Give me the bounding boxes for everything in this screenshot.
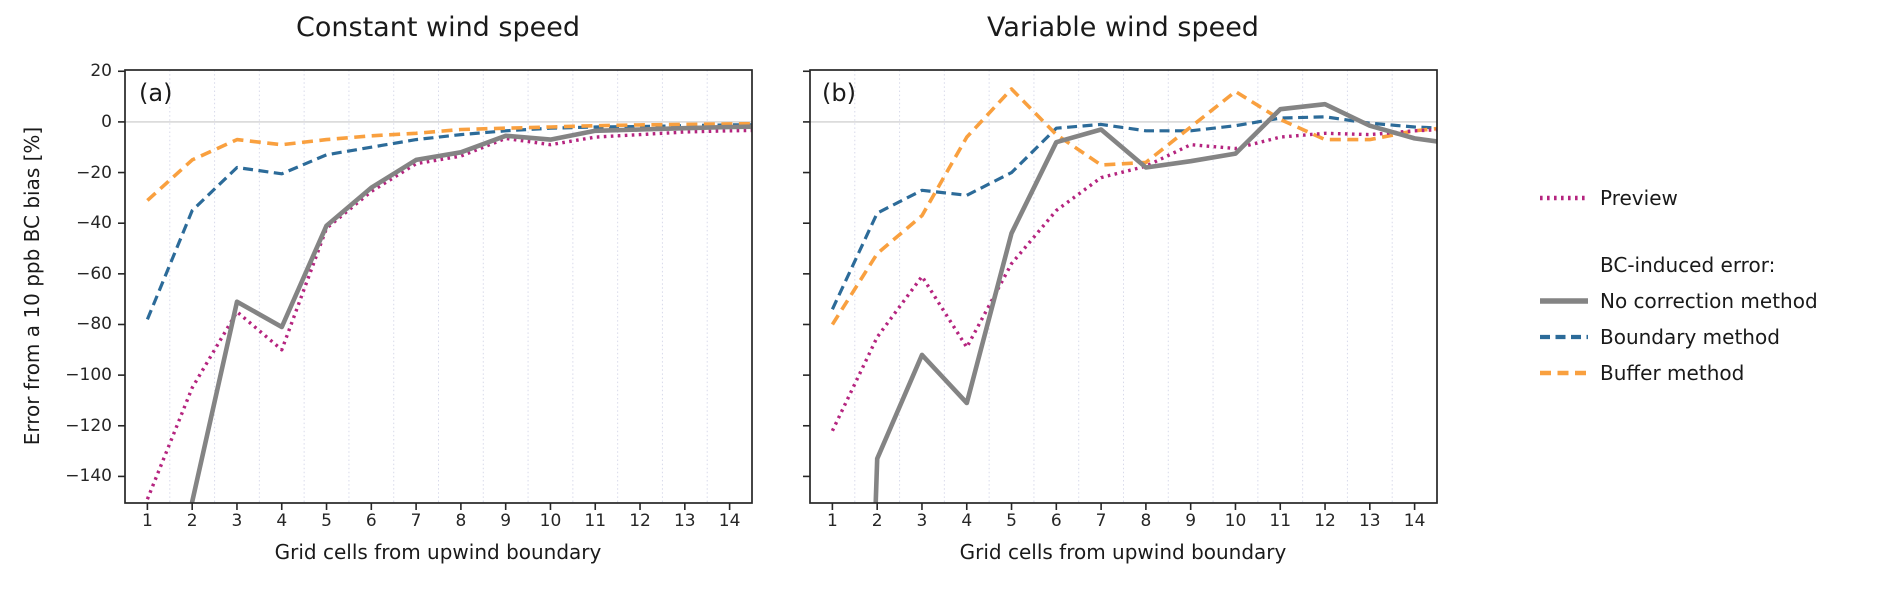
y-tick-label: −80 [76,314,112,335]
x-tick-label: 11 [584,511,607,531]
x-tick-label: 8 [1140,511,1152,531]
legend-item-preview: Preview [1540,184,1678,212]
x-tick-label: 11 [1269,511,1292,531]
legend-item-label: Preview [1600,186,1678,210]
legend-item-no-correction: No correction method [1540,287,1818,315]
y-tick-label: −100 [65,365,112,386]
series-line-boundary-method [830,115,1437,310]
x-tick-label: 8 [455,511,467,531]
x-tick-label: 14 [718,511,741,531]
buffer-line-sample-icon [1540,368,1588,378]
x-tick-label: 13 [1358,511,1381,531]
x-tick-label: 3 [916,511,928,531]
axes-spines [809,69,1438,504]
x-tick-label: 3 [231,511,243,531]
x-tick-label: 12 [629,511,651,531]
y-axis-label: Error from a 10 ppb BC bias [%] [20,126,44,446]
x-tick-label: 10 [1224,511,1247,531]
x-tick-label: 12 [1314,511,1336,531]
x-tick-label: 2 [186,511,198,531]
series-line-boundary-method [145,123,752,321]
x-axis-label-panel-b: Grid cells from upwind boundary [959,540,1287,564]
y-tick-label: −140 [65,466,112,487]
panel-a-tag: (a) [139,79,173,107]
no-correction-line-sample-icon [1540,296,1588,306]
x-tick-label: 9 [1185,511,1197,531]
series-line-buffer-method [146,122,752,202]
x-tick-label: 10 [539,511,562,531]
y-tick-label: 0 [101,111,112,132]
series-line-no-correction-method [873,101,1437,503]
x-tick-label: 1 [141,511,153,531]
panel-a-title: Constant wind speed [296,12,580,43]
x-tick-label: 5 [321,511,332,531]
x-tick-label: 1 [826,511,838,531]
y-tick-label: −40 [76,213,112,234]
x-tick-label: 6 [365,511,377,531]
panel-b-title: Variable wind speed [987,12,1259,43]
series-line-buffer-method [830,87,1437,326]
legend-header: BC-induced error: [1540,251,1775,279]
x-tick-label: 7 [1095,511,1107,531]
x-tick-label: 9 [500,511,512,531]
axes-spines [124,69,753,504]
x-tick-label: 2 [871,511,883,531]
x-tick-label: 4 [276,511,288,531]
y-tick-label: 20 [90,61,112,82]
legend-item-label: Buffer method [1600,361,1745,385]
x-tick-label: 6 [1050,511,1062,531]
series-line-preview [830,128,1437,432]
x-tick-label: 4 [961,511,973,531]
boundary-line-sample-icon [1540,332,1588,342]
legend-item-label: Boundary method [1600,325,1780,349]
y-tick-label: −20 [76,162,112,183]
series-line-preview [145,128,752,500]
legend-item-label: No correction method [1600,289,1818,313]
series-line-no-correction-method [189,124,752,503]
x-tick-label: 14 [1403,511,1426,531]
legend-header-label: BC-induced error: [1600,253,1776,277]
panel-b-tag: (b) [822,79,856,107]
y-tick-label: −60 [76,263,112,284]
x-tick-label: 13 [673,511,696,531]
x-tick-label: 7 [410,511,422,531]
preview-line-sample-icon [1540,193,1588,203]
legend-item-buffer: Buffer method [1540,359,1744,387]
y-tick-label: −120 [65,415,112,436]
x-axis-label-panel-a: Grid cells from upwind boundary [274,540,602,564]
legend-item-boundary: Boundary method [1540,323,1780,351]
x-tick-label: 5 [1006,511,1017,531]
